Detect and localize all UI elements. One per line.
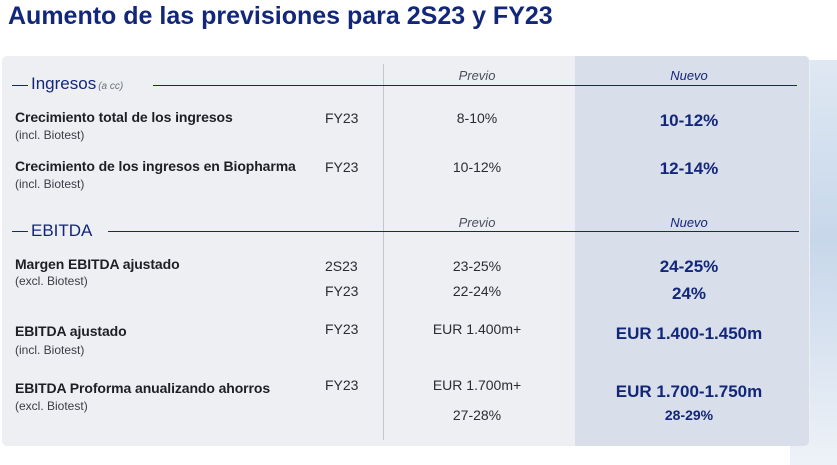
col-header-previo: Previo xyxy=(458,68,496,83)
row-period: FY23 xyxy=(325,159,359,175)
row-previous-value: EUR 1.400m+ xyxy=(432,321,522,337)
row-new-value: 24% xyxy=(671,284,707,303)
column-divider xyxy=(383,64,384,440)
row-new-value: EUR 1.700-1.750m xyxy=(615,382,763,401)
row-new-value: 28-29% xyxy=(664,407,714,423)
row-note: (incl. Biotest) xyxy=(15,177,85,191)
section-title-ingresos: Ingresos (a cc) xyxy=(31,74,124,93)
section-rule-left xyxy=(12,231,28,232)
row-previous-value: 10-12% xyxy=(452,159,502,175)
row-previous-value: 23-25% xyxy=(452,258,502,274)
row-new-value: 24-25% xyxy=(659,257,719,276)
col-header-nuevo: Nuevo xyxy=(670,215,708,230)
row-new-value: EUR 1.400-1.450m xyxy=(615,324,763,343)
row-period: FY23 xyxy=(325,283,359,299)
row-new-value: 10-12% xyxy=(659,111,719,130)
row-label: Margen EBITDA ajustado xyxy=(15,256,180,272)
row-label: EBITDA Proforma anualizando ahorros xyxy=(15,380,271,396)
row-new-value: 12-14% xyxy=(659,159,719,178)
page-title: Aumento de las previsiones para 2S23 y F… xyxy=(8,2,553,30)
row-label: Crecimiento de los ingresos en Biopharma xyxy=(15,158,296,174)
row-previous-value: 27-28% xyxy=(452,407,502,423)
row-previous-value: 22-24% xyxy=(452,283,502,299)
col-header-nuevo: Nuevo xyxy=(670,68,708,83)
row-period: 2S23 xyxy=(325,258,358,274)
row-period: FY23 xyxy=(325,377,359,393)
row-period: FY23 xyxy=(325,110,359,126)
row-period: FY23 xyxy=(325,321,359,337)
section-rule-right xyxy=(108,231,799,232)
row-note: (incl. Biotest) xyxy=(15,128,85,142)
row-note: (excl. Biotest) xyxy=(15,274,88,288)
section-title-ebitda: EBITDA xyxy=(31,221,93,240)
col-header-previo: Previo xyxy=(458,215,496,230)
row-previous-value: EUR 1.700m+ xyxy=(432,377,522,393)
section-rule-left xyxy=(12,85,28,86)
row-previous-value: 8-10% xyxy=(456,110,498,126)
row-label: EBITDA ajustado xyxy=(15,323,127,339)
row-label: Crecimiento total de los ingresos xyxy=(15,109,233,125)
row-note: (excl. Biotest) xyxy=(15,399,88,413)
row-note: (incl. Biotest) xyxy=(15,343,85,357)
section-rule-right xyxy=(153,85,797,86)
new-column-highlight xyxy=(575,56,809,446)
